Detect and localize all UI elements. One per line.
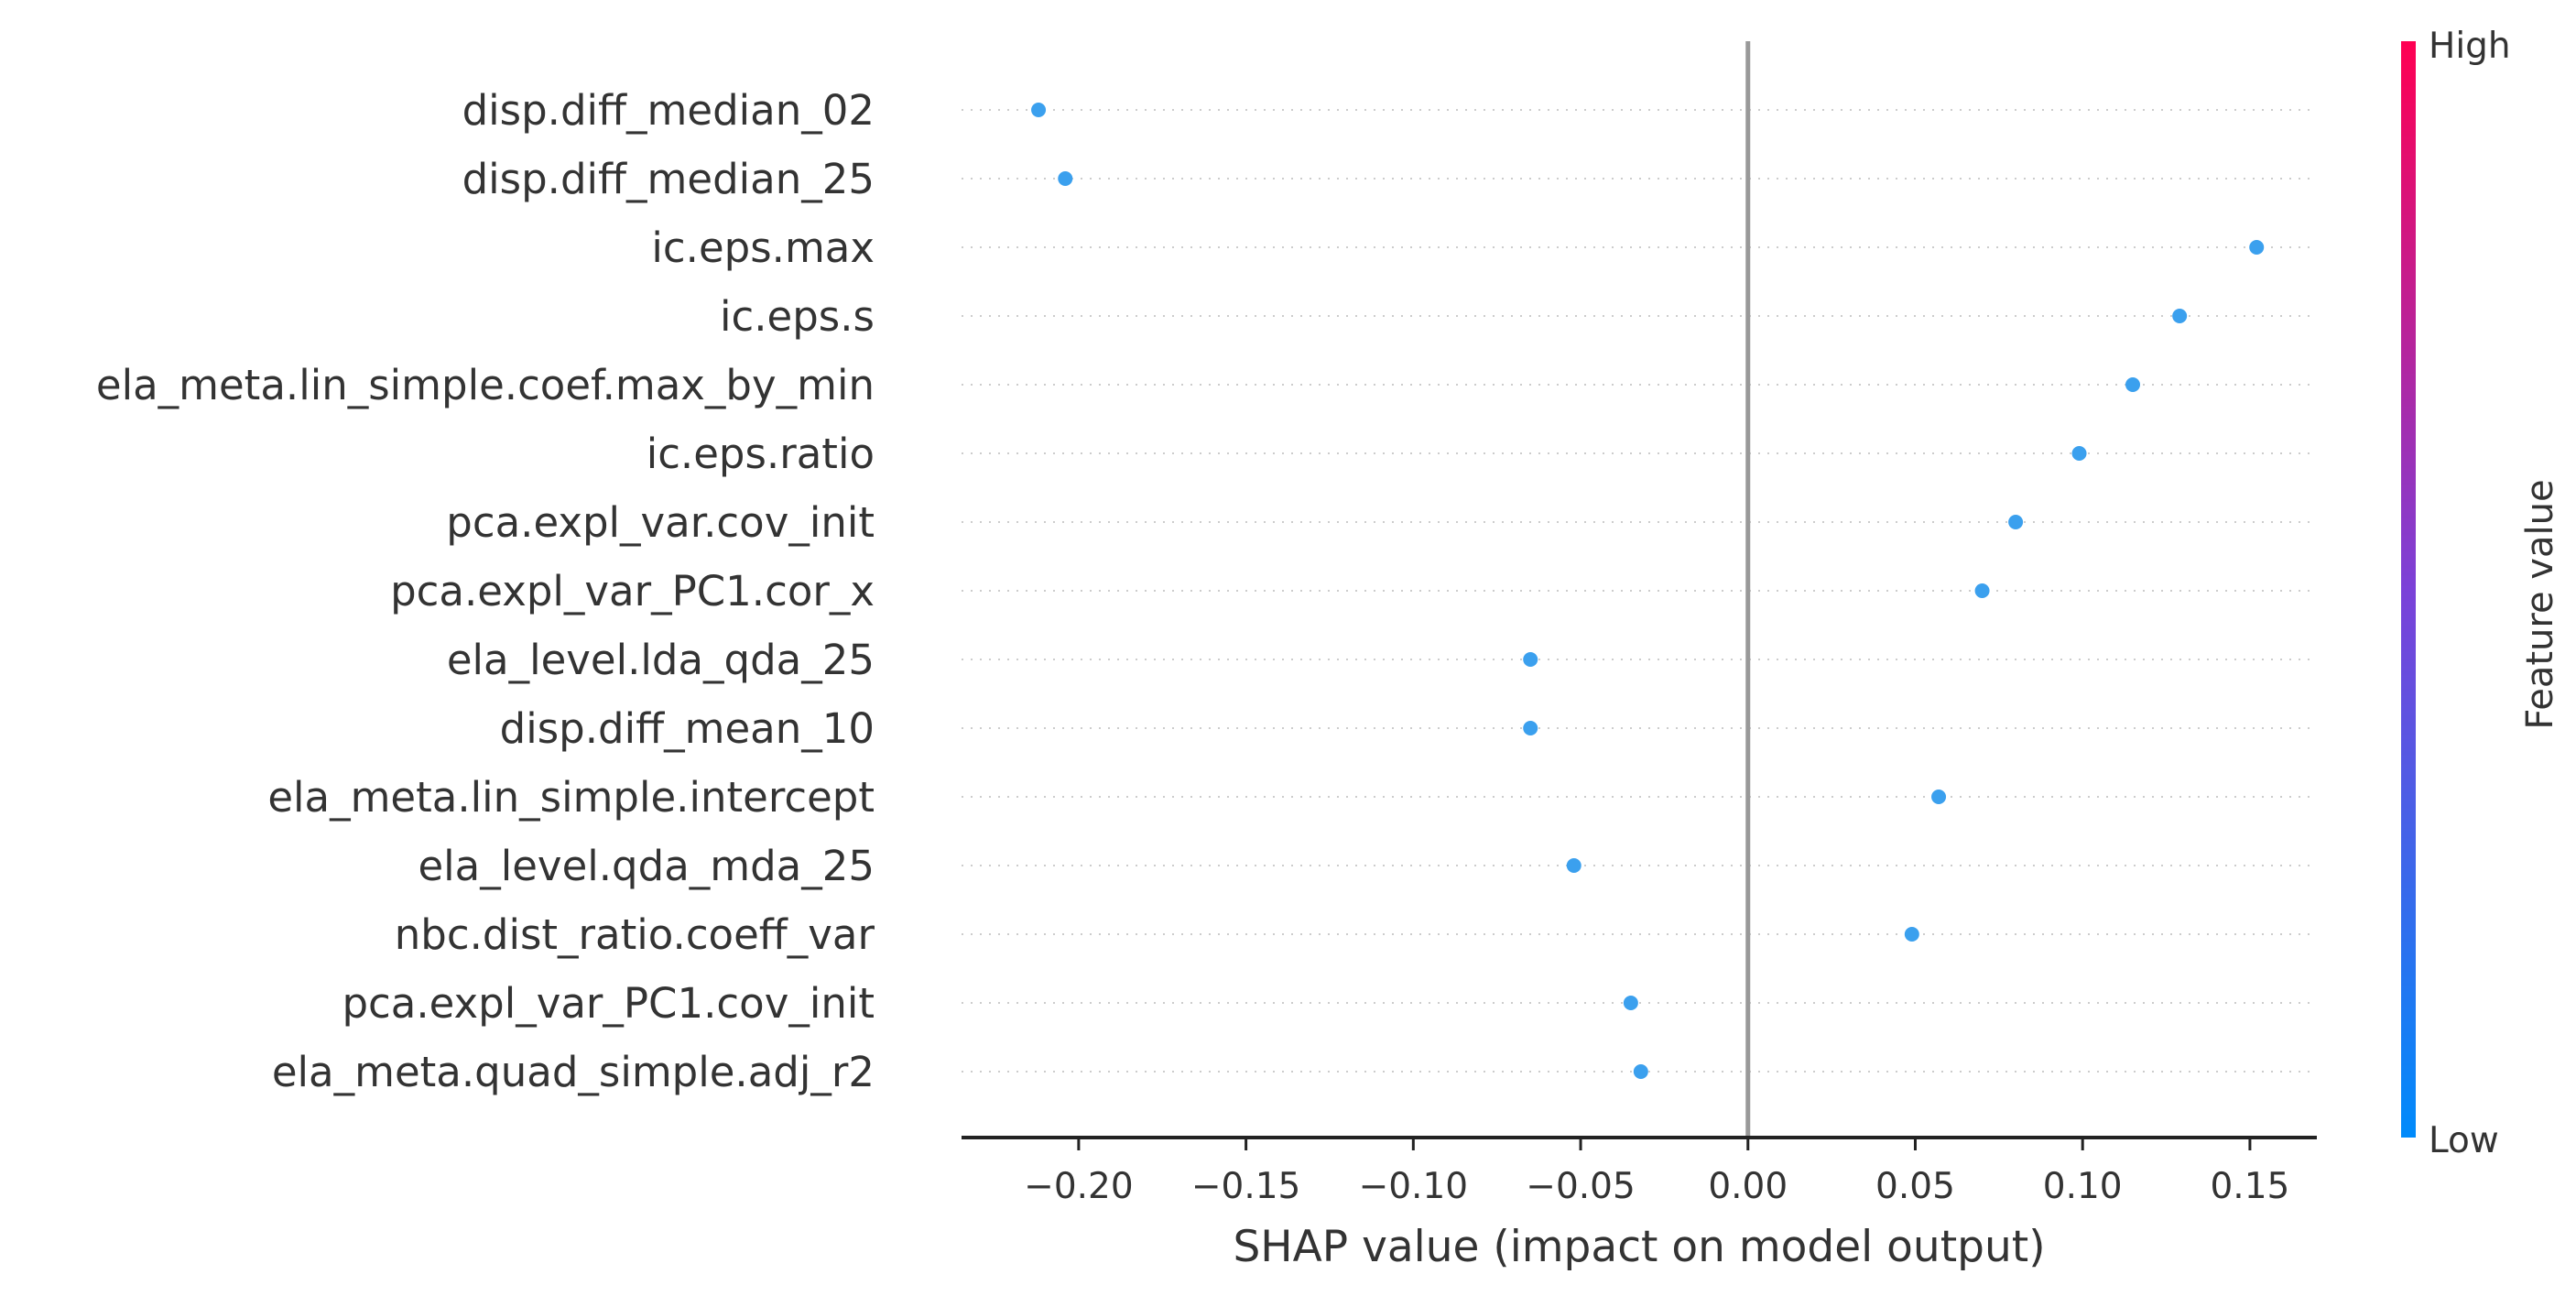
shap-point bbox=[2125, 377, 2141, 392]
colorbar-high-label: High bbox=[2429, 26, 2511, 67]
shap-point bbox=[1623, 996, 1638, 1010]
feature-label: disp.diff_median_02 bbox=[462, 86, 875, 135]
x-axis-title: SHAP value (impact on model output) bbox=[1233, 1222, 2045, 1272]
feature-labels: disp.diff_median_02 disp.diff_median_25ic… bbox=[96, 86, 875, 1096]
feature-label: pca.expl_var_PC1.cov_init bbox=[342, 979, 875, 1028]
shap-point bbox=[1633, 1064, 1648, 1079]
feature-label: ela_meta.lin_simple.coef.max_by_min bbox=[96, 361, 875, 409]
colorbar-low-label: Low bbox=[2429, 1120, 2499, 1161]
x-tick-label: −0.05 bbox=[1526, 1166, 1636, 1207]
shap-point bbox=[1523, 652, 1538, 667]
shap-point bbox=[1523, 721, 1538, 735]
feature-label: ela_level.lda_qda_25 bbox=[447, 636, 875, 684]
x-tick-label: −0.15 bbox=[1191, 1166, 1301, 1207]
feature-label: nbc.dist_ratio.coeff_var bbox=[395, 910, 875, 959]
feature-label: disp.diff_mean_10 bbox=[500, 704, 875, 753]
feature-label: disp.diff_median_25 bbox=[462, 155, 875, 203]
colorbar: High Low Feature value bbox=[2401, 26, 2561, 1161]
shap-point bbox=[1904, 927, 1919, 942]
shap-point bbox=[1031, 103, 1047, 117]
feature-label: ic.eps.s bbox=[720, 292, 875, 341]
x-tick-label: −0.10 bbox=[1359, 1166, 1469, 1207]
shap-point bbox=[1058, 171, 1073, 186]
x-tick-label: 0.10 bbox=[2043, 1166, 2123, 1207]
shap-point bbox=[2008, 515, 2024, 529]
shap-point bbox=[1931, 790, 1947, 804]
x-tick-label: −0.20 bbox=[1024, 1166, 1134, 1207]
feature-label: pca.expl_var.cov_init bbox=[446, 498, 875, 547]
shap-point bbox=[1566, 858, 1581, 873]
shap-point bbox=[2249, 240, 2265, 255]
feature-label: ela_level.qda_mda_25 bbox=[418, 842, 875, 890]
shap-point bbox=[2172, 309, 2188, 323]
data-points bbox=[1031, 103, 2265, 1079]
feature-label: ic.eps.ratio bbox=[647, 430, 875, 478]
x-tick-label: 0.00 bbox=[1708, 1166, 1788, 1207]
feature-label: ela_meta.lin_simple.intercept bbox=[267, 773, 875, 822]
x-tick-label: 0.05 bbox=[1875, 1166, 1955, 1207]
row-gridlines bbox=[962, 109, 2312, 1073]
feature-label: pca.expl_var_PC1.cor_x bbox=[390, 567, 875, 615]
x-tick-label: 0.15 bbox=[2210, 1166, 2289, 1207]
colorbar-gradient bbox=[2401, 41, 2416, 1138]
feature-label: ic.eps.max bbox=[651, 223, 875, 272]
shap-point bbox=[1974, 583, 1990, 598]
colorbar-title: Feature value bbox=[2519, 479, 2561, 729]
feature-label: ela_meta.quad_simple.adj_r2 bbox=[272, 1048, 875, 1096]
x-axis-ticks: −0.20 −0.15 −0.10 −0.05 0.00 0.05 0.10 0.15 bbox=[1024, 1138, 2289, 1207]
shap-point bbox=[2071, 446, 2087, 461]
